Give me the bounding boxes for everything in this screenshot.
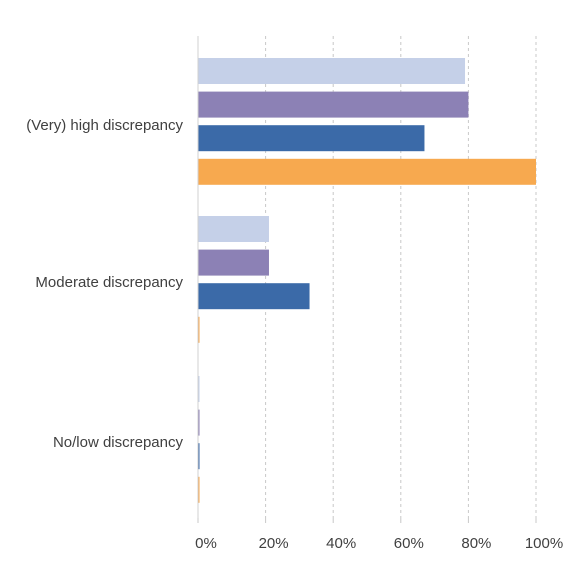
bar (198, 476, 200, 503)
x-tick-label: 60% (394, 535, 424, 552)
bar (198, 216, 269, 242)
axes (197, 36, 537, 523)
x-tick-label: 20% (259, 535, 289, 552)
bars (198, 58, 536, 503)
category-label: No/low discrepancy (53, 434, 184, 451)
bar (198, 376, 200, 402)
x-tick-label: 0% (195, 535, 217, 552)
x-tick-label: 100% (525, 535, 563, 552)
x-tick-label: 80% (461, 535, 491, 552)
bar (198, 283, 310, 310)
labels: 0% 20% 40% 60% 80% 100% (Very) high discrepanc… (26, 117, 563, 552)
x-tick-label: 40% (326, 535, 356, 552)
bar (198, 91, 469, 118)
bar (198, 443, 200, 470)
bar (198, 158, 536, 185)
bar (198, 125, 425, 152)
category-label: Moderate discrepancy (35, 274, 183, 291)
bar (198, 316, 200, 343)
bar (198, 58, 466, 84)
category-label: (Very) high discrepancy (26, 117, 183, 134)
bar (198, 249, 269, 276)
bar (198, 409, 200, 436)
